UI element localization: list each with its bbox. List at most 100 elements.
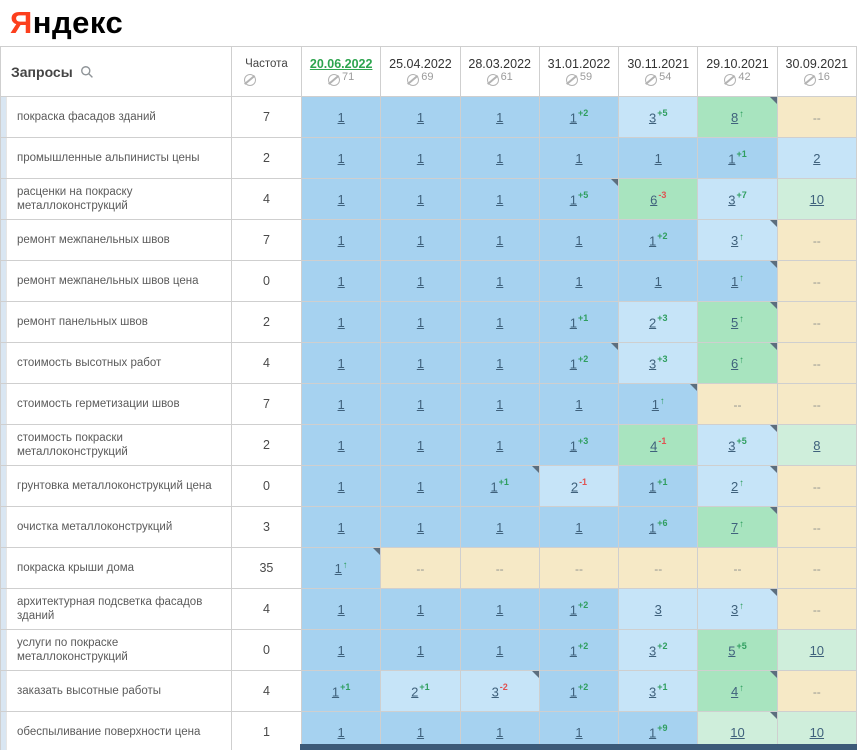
date-column-header[interactable]: 28.03.2022 61 xyxy=(459,46,540,97)
position-value[interactable]: 10 xyxy=(809,191,825,207)
date-label[interactable]: 31.01.2022 xyxy=(547,57,611,71)
position-value[interactable]: 3 xyxy=(731,601,739,617)
position-value[interactable]: 1 xyxy=(416,437,425,453)
date-column-header[interactable]: 20.06.2022 71 xyxy=(301,46,382,97)
position-value[interactable]: 1 xyxy=(654,150,662,166)
position-value[interactable]: 1 xyxy=(569,602,577,618)
position-value[interactable]: 2 xyxy=(411,684,419,700)
position-value[interactable]: 1 xyxy=(337,355,345,371)
position-value[interactable]: 1 xyxy=(416,519,425,535)
date-label[interactable]: 29.10.2021 xyxy=(706,57,769,71)
position-value[interactable]: 6 xyxy=(650,192,658,208)
date-label[interactable]: 30.11.2021 xyxy=(627,57,690,71)
position-value[interactable]: 1 xyxy=(496,273,504,289)
position-value[interactable]: 3 xyxy=(648,684,657,700)
position-value[interactable]: 1 xyxy=(731,273,739,289)
position-value[interactable]: 1 xyxy=(496,191,504,207)
position-value[interactable]: 1 xyxy=(490,479,498,495)
query-label[interactable]: стоимость высотных работ xyxy=(17,356,162,369)
position-value[interactable]: 1 xyxy=(416,191,425,207)
query-cell[interactable]: ремонт панельных швов xyxy=(0,301,232,343)
position-value[interactable]: 1 xyxy=(575,396,583,412)
position-value[interactable]: 1 xyxy=(648,233,657,249)
position-value[interactable]: 2 xyxy=(570,479,579,495)
query-cell[interactable]: архитектурная подсветка фасадов зданий xyxy=(0,588,232,630)
date-label[interactable]: 25.04.2022 xyxy=(389,57,452,71)
position-value[interactable]: 1 xyxy=(575,150,583,166)
position-value[interactable]: 3 xyxy=(654,601,662,617)
position-value[interactable]: 1 xyxy=(569,684,577,700)
query-cell[interactable]: покраска фасадов зданий xyxy=(0,96,232,138)
position-value[interactable]: 1 xyxy=(496,724,504,740)
position-value[interactable]: 1 xyxy=(496,150,504,166)
search-icon[interactable] xyxy=(80,65,94,79)
query-cell[interactable]: покраска крыши дома xyxy=(0,547,232,589)
query-cell[interactable]: обеспыливание поверхности цена xyxy=(0,711,232,750)
query-cell[interactable]: услуги по покраске металлоконструкций xyxy=(0,629,232,671)
position-value[interactable]: 1 xyxy=(416,396,425,412)
query-label[interactable]: ремонт межпанельных швов xyxy=(17,233,170,246)
position-value[interactable]: 1 xyxy=(648,520,657,536)
position-value[interactable]: 1 xyxy=(416,478,425,494)
horizontal-scrollbar[interactable] xyxy=(300,744,857,750)
position-value[interactable]: 8 xyxy=(813,437,821,453)
position-value[interactable]: 1 xyxy=(416,150,425,166)
position-value[interactable]: 1 xyxy=(337,642,345,658)
query-label[interactable]: стоимость покраски металлоконструкций xyxy=(17,431,128,458)
position-value[interactable]: 3 xyxy=(648,356,657,372)
query-label[interactable]: стоимость герметизации швов xyxy=(17,397,180,410)
position-value[interactable]: 1 xyxy=(416,109,425,125)
date-column-header[interactable]: 25.04.2022 69 xyxy=(380,46,461,97)
position-value[interactable]: 1 xyxy=(337,191,345,207)
position-value[interactable]: 1 xyxy=(337,601,345,617)
query-label[interactable]: ремонт межпанельных швов цена xyxy=(17,274,199,287)
query-label[interactable]: архитектурная подсветка фасадов зданий xyxy=(17,595,203,622)
position-value[interactable]: 1 xyxy=(575,232,583,248)
date-label[interactable]: 28.03.2022 xyxy=(468,57,531,71)
position-value[interactable]: 1 xyxy=(416,642,425,658)
position-value[interactable]: 1 xyxy=(496,232,504,248)
position-value[interactable]: 2 xyxy=(813,150,821,166)
position-value[interactable]: 1 xyxy=(648,725,657,741)
position-value[interactable]: 1 xyxy=(416,601,425,617)
date-label[interactable]: 20.06.2022 xyxy=(309,57,373,71)
position-value[interactable]: 8 xyxy=(731,109,739,125)
position-value[interactable]: 1 xyxy=(569,110,577,126)
position-value[interactable]: 1 xyxy=(416,724,425,740)
position-value[interactable]: 1 xyxy=(496,601,504,617)
position-value[interactable]: 1 xyxy=(416,355,425,371)
query-label[interactable]: промышленные альпинисты цены xyxy=(17,151,200,164)
position-value[interactable]: 1 xyxy=(496,642,504,658)
position-value[interactable]: 1 xyxy=(337,273,345,289)
position-value[interactable]: 1 xyxy=(654,273,662,289)
position-value[interactable]: 1 xyxy=(337,150,345,166)
position-value[interactable]: 4 xyxy=(731,683,739,699)
position-value[interactable]: 1 xyxy=(575,273,583,289)
position-value[interactable]: 1 xyxy=(337,724,345,740)
query-cell[interactable]: грунтовка металлоконструкций цена xyxy=(0,465,232,507)
position-value[interactable]: 3 xyxy=(491,684,499,700)
position-value[interactable]: 4 xyxy=(650,438,658,454)
position-value[interactable]: 1 xyxy=(337,519,345,535)
date-column-header[interactable]: 30.09.2021 16 xyxy=(776,46,857,97)
query-cell[interactable]: ремонт межпанельных швов xyxy=(0,219,232,261)
date-column-header[interactable]: 30.11.2021 54 xyxy=(618,46,699,97)
date-label[interactable]: 30.09.2021 xyxy=(785,57,849,71)
position-value[interactable]: 1 xyxy=(337,109,345,125)
query-label[interactable]: ремонт панельных швов xyxy=(17,315,148,328)
position-value[interactable]: 1 xyxy=(337,437,345,453)
position-value[interactable]: 1 xyxy=(648,479,657,495)
query-cell[interactable]: очистка металлоконструкций xyxy=(0,506,232,548)
query-label[interactable]: очистка металлоконструкций xyxy=(17,520,173,533)
query-cell[interactable]: заказать высотные работы xyxy=(0,670,232,712)
position-value[interactable]: 3 xyxy=(731,232,739,248)
position-value[interactable]: 1 xyxy=(334,560,342,576)
position-value[interactable]: 1 xyxy=(569,438,577,454)
query-cell[interactable]: стоимость покраски металлоконструкций xyxy=(0,424,232,466)
position-value[interactable]: 1 xyxy=(496,396,504,412)
position-value[interactable]: 1 xyxy=(575,519,583,535)
position-value[interactable]: 3 xyxy=(648,110,657,126)
position-value[interactable]: 1 xyxy=(496,355,504,371)
query-label[interactable]: расценки на покраску металлоконструкций xyxy=(17,185,133,212)
position-value[interactable]: 10 xyxy=(809,642,825,658)
